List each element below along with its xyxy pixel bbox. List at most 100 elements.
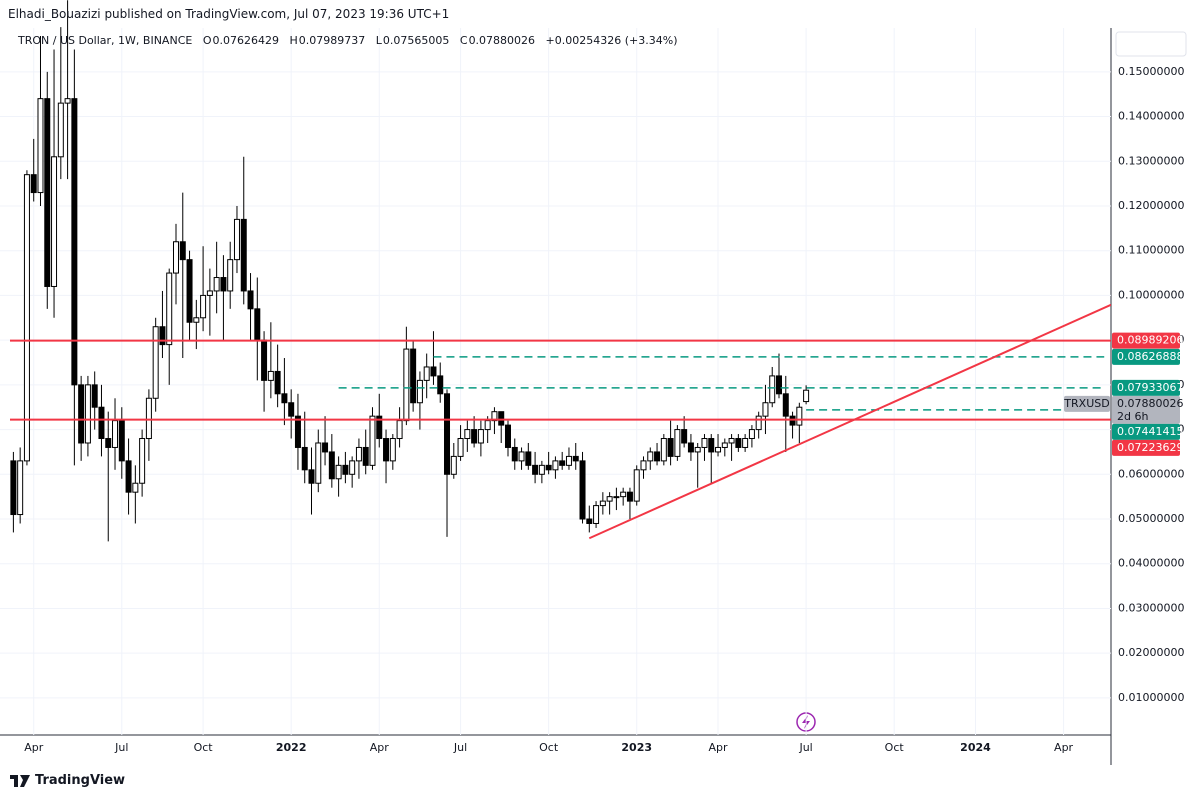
x-tick-label: 2022 (276, 741, 307, 754)
candle-body (552, 460, 559, 471)
h-label: H (289, 34, 298, 47)
price-label-box (1112, 379, 1180, 396)
candle-body (586, 518, 593, 524)
h-value: 0.07989737 (298, 34, 366, 47)
candle-body (748, 429, 755, 440)
candle-body (687, 442, 694, 453)
candle-body (396, 420, 403, 440)
y-tick-label: 0.02000000 (1118, 646, 1184, 659)
candle-body (559, 460, 566, 466)
x-tick-label: 2024 (960, 741, 991, 754)
candle-body (403, 348, 410, 422)
candle-body (44, 98, 51, 287)
candle-body (715, 446, 722, 453)
candle-body (57, 102, 64, 158)
candle-body (159, 326, 166, 346)
candle-body (288, 402, 295, 417)
toolbar-box[interactable] (1115, 31, 1187, 57)
candle-body (37, 98, 44, 194)
candle-body (308, 469, 315, 484)
candle-body (145, 397, 152, 440)
candle-body (416, 379, 423, 404)
candle-body (708, 438, 715, 453)
footer-text: TradingView (35, 773, 126, 788)
candle-body (355, 446, 362, 462)
x-tick-label: Oct (194, 741, 214, 754)
candle-body (247, 290, 254, 310)
logo (10, 774, 30, 787)
y-tick-label: 0.13000000 (1118, 154, 1184, 167)
candle-body (721, 442, 728, 448)
candle-body (511, 446, 518, 462)
candle-body (681, 429, 688, 444)
candle-body (484, 420, 491, 431)
price-label: 0.08989206 (1117, 334, 1183, 347)
price-label-box (1112, 423, 1180, 440)
candle-body (450, 455, 457, 475)
candle-body (322, 442, 329, 453)
countdown: 2d 6h (1117, 410, 1148, 423)
candle-body (281, 393, 288, 404)
candle-body (464, 429, 471, 440)
candle-body (227, 259, 234, 292)
price-label-box (1112, 439, 1180, 456)
candle-body (172, 241, 179, 274)
candle-body (789, 415, 796, 426)
y-tick-label: 0.12000000 (1118, 199, 1184, 212)
candle-body (383, 438, 390, 462)
candle-body (572, 455, 579, 462)
y-tick-label: 0.01000000 (1118, 691, 1184, 704)
candle-body (335, 464, 342, 480)
x-tick-label: Apr (709, 741, 729, 754)
candle-body (10, 460, 17, 516)
y-tick-label: 0.11000000 (1118, 244, 1184, 257)
candle-body (477, 429, 484, 444)
candle-body (17, 460, 24, 516)
candle-body (430, 366, 437, 377)
candle-body (294, 415, 301, 448)
candle-body (565, 455, 572, 466)
l-value: 0.07565005 (382, 34, 450, 47)
x-tick-label: Jul (453, 741, 467, 754)
price-label-box (1112, 332, 1180, 349)
candle-body (267, 370, 274, 381)
candle-body (742, 438, 749, 448)
candle-body (342, 464, 349, 475)
candle-body (410, 348, 417, 404)
symbol-label: TRXUSD (1063, 397, 1109, 410)
candle-body (240, 218, 247, 292)
candle-body (735, 438, 742, 448)
candle-body (274, 370, 281, 395)
candle-body (105, 438, 112, 448)
candle-body (776, 375, 783, 395)
candle-body (166, 272, 173, 346)
candle-body (518, 451, 525, 462)
y-tick-label: 0.05000000 (1118, 512, 1184, 525)
candle-body (504, 424, 511, 448)
price-label: 0.07441415 (1117, 425, 1183, 438)
candle-body (728, 438, 735, 444)
candle-body (132, 482, 139, 493)
candle-body (139, 438, 146, 484)
x-tick-label: Oct (885, 741, 905, 754)
x-tick-label: 2023 (621, 741, 652, 754)
candle-body (206, 290, 213, 296)
y-tick-label: 0.04000000 (1118, 557, 1184, 570)
candle-body (654, 451, 661, 462)
candle-body (315, 442, 322, 484)
x-tick-label: Jul (798, 741, 812, 754)
x-tick-label: Jul (114, 741, 128, 754)
candle-body (125, 460, 132, 493)
candle-body (457, 438, 464, 457)
price-label-box (1112, 348, 1180, 365)
candle-body (186, 259, 193, 323)
candle-body (538, 464, 545, 475)
candle-body (71, 98, 78, 386)
candle-body (498, 411, 505, 426)
o-value: 0.07626429 (212, 34, 279, 47)
candle-body (491, 411, 498, 422)
candle-body (112, 420, 119, 448)
candle-body (545, 464, 552, 471)
